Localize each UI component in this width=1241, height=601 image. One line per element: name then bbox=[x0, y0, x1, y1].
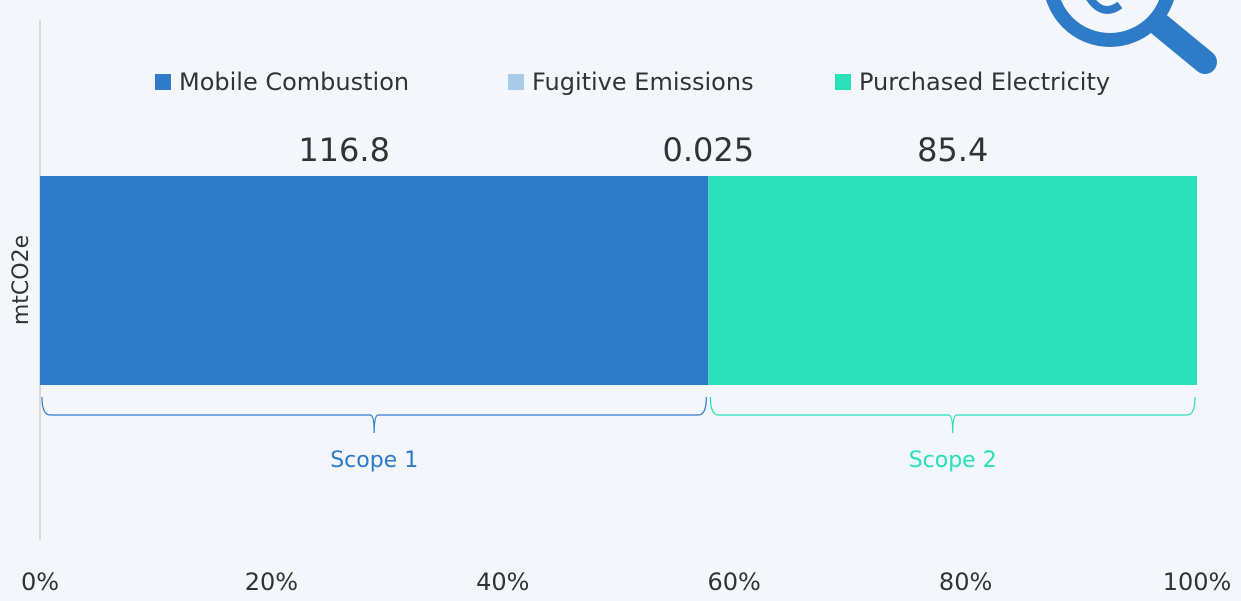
x-tick-label: 100% bbox=[1163, 568, 1232, 596]
group-label: Scope 2 bbox=[909, 448, 997, 473]
group-bracket bbox=[709, 396, 1196, 434]
legend-label: Fugitive Emissions bbox=[532, 68, 754, 96]
group-bracket bbox=[41, 396, 707, 434]
x-tick-label: 20% bbox=[245, 568, 298, 596]
legend-swatch bbox=[508, 74, 524, 90]
group-label: Scope 1 bbox=[330, 448, 418, 473]
x-tick-label: 80% bbox=[939, 568, 992, 596]
y-axis-label: mtCO2e bbox=[9, 235, 34, 325]
x-tick-label: 0% bbox=[21, 568, 59, 596]
value-label: 0.025 bbox=[663, 131, 755, 169]
bar-segment bbox=[708, 176, 1197, 385]
magnifier-icon bbox=[1046, 0, 1217, 74]
x-tick-label: 40% bbox=[476, 568, 529, 596]
value-label: 116.8 bbox=[298, 131, 390, 169]
bar-segment bbox=[40, 176, 709, 385]
legend-swatch bbox=[155, 74, 171, 90]
value-label: 85.4 bbox=[917, 131, 988, 169]
legend-label: Mobile Combustion bbox=[179, 68, 409, 96]
legend-label: Purchased Electricity bbox=[859, 68, 1110, 96]
legend-swatch bbox=[835, 74, 851, 90]
x-tick-label: 60% bbox=[708, 568, 761, 596]
